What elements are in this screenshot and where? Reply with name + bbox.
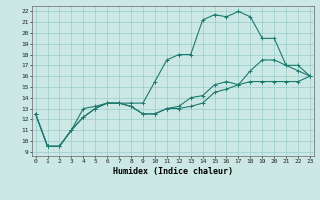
X-axis label: Humidex (Indice chaleur): Humidex (Indice chaleur) <box>113 167 233 176</box>
